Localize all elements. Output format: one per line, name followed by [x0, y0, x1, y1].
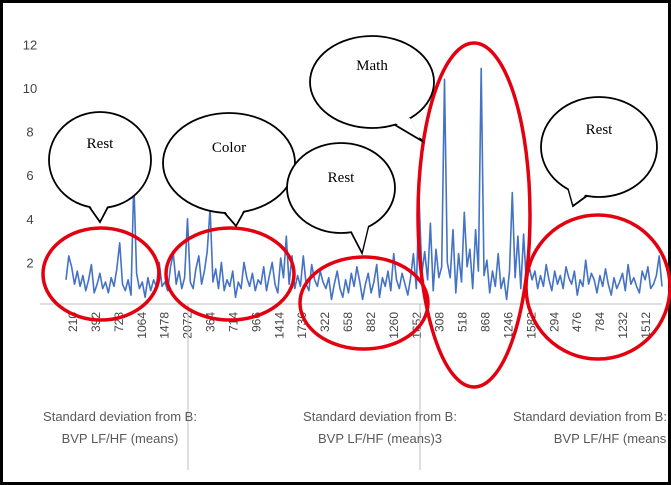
x-tick-label: 882: [364, 312, 378, 332]
callout-bubbles: Rest Color Rest Math Rest: [48, 35, 658, 256]
x-tick-label: 714: [226, 312, 240, 332]
category-label-3-line2: BVP LF/HF (means: [554, 431, 667, 446]
category-labels: Standard deviation from B: BVP LF/HF (me…: [43, 409, 667, 446]
highlight-ellipse: [416, 41, 532, 389]
callout-label: Rest: [87, 136, 115, 152]
group-dividers: [187, 304, 421, 470]
x-tick-label: 1512: [639, 312, 653, 339]
x-tick-label: 1414: [272, 312, 286, 339]
x-tick-label: 476: [570, 312, 584, 332]
x-tick-label: 784: [593, 312, 607, 332]
x-tick-label: 1246: [502, 312, 516, 339]
category-label-2-line2: BVP LF/HF (means)3: [318, 431, 442, 446]
y-tick-label-6: 6: [26, 168, 33, 183]
callout-bubble-2: Color: [162, 112, 296, 228]
callout-label: Math: [356, 58, 388, 74]
y-axis: 2 4 6 8 10 12: [23, 37, 37, 270]
y-tick-label-4: 4: [26, 212, 33, 227]
callout-tail-fill: [88, 201, 110, 220]
category-label-2-line1: Standard deviation from B:: [303, 409, 457, 424]
highlight-ellipse: [41, 226, 161, 322]
series-line: [65, 67, 663, 301]
category-label-3-line1: Standard deviation from B:: [513, 409, 667, 424]
callout-ellipse: [286, 142, 396, 234]
callout-label: Color: [212, 140, 246, 156]
x-tick-label: 1232: [616, 312, 630, 339]
category-label-1-line1: Standard deviation from B:: [43, 409, 197, 424]
y-tick-label-8: 8: [26, 125, 33, 140]
x-tick-label: 364: [204, 312, 218, 332]
callout-tail-fill: [222, 206, 246, 224]
x-tick-label: 1478: [158, 312, 172, 339]
callout-ellipse: [162, 112, 296, 214]
highlight-circles: [41, 41, 671, 389]
callout-tail-fill: [568, 186, 588, 204]
x-tick-label: 1736: [295, 312, 309, 339]
highlight-ellipse: [164, 226, 296, 322]
callout-label: Rest: [586, 122, 614, 138]
category-label-1-line2: BVP LF/HF (means): [62, 431, 179, 446]
x-tick-label: 308: [433, 312, 447, 332]
x-tick-label: 518: [456, 312, 470, 332]
y-tick-label-10: 10: [23, 81, 37, 96]
callout-bubble-5: Rest: [540, 96, 658, 208]
x-axis-ticks: 2103927281064147820723647149661414173632…: [66, 312, 653, 339]
y-tick-label-12: 12: [23, 37, 37, 52]
callout-tail-fill: [350, 226, 368, 251]
callout-tail-fill: [390, 118, 422, 139]
y-tick-label-2: 2: [26, 255, 33, 270]
callout-bubble-3: Rest: [286, 142, 396, 256]
x-tick-label: 868: [479, 312, 493, 332]
x-tick-label: 658: [341, 312, 355, 332]
callout-ellipse: [309, 35, 435, 129]
x-tick-label: 392: [89, 312, 103, 332]
callout-bubble-4: Math: [309, 35, 435, 144]
callout-label: Rest: [328, 170, 356, 186]
callout-ellipse: [48, 111, 152, 209]
callout-bubble-1: Rest: [48, 111, 152, 224]
highlight-ellipse: [524, 213, 671, 361]
x-tick-label: 294: [547, 312, 561, 332]
x-tick-label: 322: [318, 312, 332, 332]
callout-ellipse: [540, 96, 658, 198]
x-tick-label: 1064: [135, 312, 149, 339]
highlight-ellipse: [298, 255, 430, 351]
x-tick-label: 1260: [387, 312, 401, 339]
